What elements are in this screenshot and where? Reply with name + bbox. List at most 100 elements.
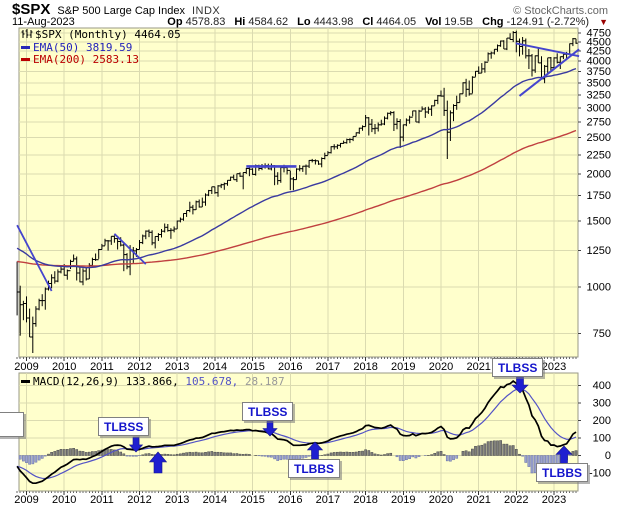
svg-text:750: 750	[593, 328, 611, 340]
price-panel: 7501000125015001750200022502500275030003…	[16, 27, 611, 358]
svg-text:0: 0	[605, 450, 611, 462]
price-x-axis: 2009 2010 2011 2012 2013 2014 2015 2016 2017 2018…	[14, 357, 577, 493]
svg-text:-100: -100	[589, 467, 611, 479]
svg-text:2013: 2013	[165, 361, 189, 373]
quote-volume: Vol 19.5B	[425, 16, 474, 28]
svg-text:2500: 2500	[587, 132, 611, 144]
svg-text:3750: 3750	[587, 66, 611, 78]
signal-label-tlbss: TLBSS	[492, 358, 544, 377]
svg-text:300: 300	[593, 398, 611, 410]
ema50-swatch	[21, 45, 30, 49]
signal-label-tlbss: TLBSS	[242, 402, 294, 421]
change-down-triangle-icon: ▼	[599, 17, 608, 27]
price-ohlc-bars	[16, 30, 578, 353]
chart-date: 11-Aug-2023	[12, 16, 75, 28]
price-y-axis: 7501000125015001750200022502500275030003…	[578, 28, 611, 340]
svg-text:4500: 4500	[587, 36, 611, 48]
svg-text:400: 400	[593, 380, 611, 392]
svg-text:2000: 2000	[587, 168, 611, 180]
svg-text:2019: 2019	[391, 494, 415, 506]
quote-close: Cl 4464.05	[362, 16, 417, 28]
signal-arrows	[128, 375, 573, 474]
macd-hist-value: 28.187	[244, 375, 285, 388]
quote-row: Op 4578.83 Hi 4584.62 Lo 4443.98 Cl 4464.05 …	[167, 16, 608, 28]
svg-text:2016: 2016	[278, 494, 302, 506]
svg-text:2023: 2023	[542, 361, 566, 373]
svg-text:2018: 2018	[353, 361, 377, 373]
svg-text:4000: 4000	[587, 56, 611, 68]
svg-text:2014: 2014	[203, 494, 227, 506]
svg-text:1250: 1250	[587, 245, 611, 257]
svg-text:2018: 2018	[353, 494, 377, 506]
ema200-legend: EMA(200) 2583.13	[21, 54, 139, 65]
macd-legend-name: MACD(12,26,9)	[33, 375, 120, 388]
svg-text:2009: 2009	[14, 361, 38, 373]
copyright: © StockCharts.com	[513, 5, 608, 17]
quote-high: Hi 4584.62	[234, 16, 289, 28]
quote-change: Chg -124.91 (-2.72%)	[482, 16, 590, 28]
svg-text:4750: 4750	[587, 28, 611, 40]
signal-label-tlbss: TLBSS	[98, 417, 150, 436]
macd-value: 133.866,	[125, 375, 179, 388]
macd-swatch	[21, 379, 30, 383]
signal-label-tlbbs: TLBBS	[288, 459, 340, 478]
svg-text:1500: 1500	[587, 215, 611, 227]
symbol: $SPX	[12, 1, 51, 18]
svg-text:2020: 2020	[429, 361, 453, 373]
svg-text:2012: 2012	[127, 361, 151, 373]
svg-text:2022: 2022	[504, 494, 528, 506]
svg-text:2020: 2020	[429, 494, 453, 506]
price-legend: $SPX (Monthly) 4464.05	[21, 29, 181, 40]
quote-open: Op 4578.83	[167, 16, 226, 28]
svg-text:4250: 4250	[587, 46, 611, 58]
svg-text:200: 200	[593, 415, 611, 427]
chart-header: $SPX S&P 500 Large Cap Index INDX © Stoc…	[12, 1, 608, 18]
macd-x-axis: 2009 2010 2011 2012 2013 2014 2015 2016 2017 2018…	[14, 491, 566, 506]
macd-y-axis: -100 0 100 200 300 400	[578, 380, 611, 479]
svg-text:2015: 2015	[240, 494, 264, 506]
signal-label-cutoff	[0, 412, 24, 437]
svg-text:2014: 2014	[203, 361, 227, 373]
svg-text:2015: 2015	[240, 361, 264, 373]
svg-text:1000: 1000	[587, 281, 611, 293]
svg-text:2016: 2016	[278, 361, 302, 373]
svg-text:2750: 2750	[587, 117, 611, 129]
exchange-label: INDX	[191, 5, 221, 17]
svg-text:2017: 2017	[316, 494, 340, 506]
macd-signal-line	[16, 388, 577, 480]
macd-legend: MACD(12,26,9) 133.866, 105.678, 28.187	[21, 376, 285, 387]
macd-line	[16, 380, 577, 485]
svg-text:100: 100	[593, 433, 611, 445]
svg-text:2017: 2017	[316, 361, 340, 373]
ema50-legend: EMA(50) 3819.59	[21, 42, 132, 53]
quote-low: Lo 4443.98	[297, 16, 354, 28]
svg-text:3000: 3000	[587, 102, 611, 114]
svg-text:3250: 3250	[587, 89, 611, 101]
svg-text:2250: 2250	[587, 149, 611, 161]
svg-text:1750: 1750	[587, 190, 611, 202]
svg-text:2010: 2010	[52, 494, 76, 506]
ema200-legend-text: EMA(200) 2583.13	[33, 53, 139, 66]
macd-signal-value: 105.678,	[185, 375, 239, 388]
trendlines	[16, 42, 580, 292]
ema200-swatch	[21, 57, 30, 61]
signal-label-tlbbs: TLBBS	[536, 463, 588, 482]
svg-text:2021: 2021	[466, 361, 490, 373]
signal-arrow-up	[148, 451, 168, 474]
svg-text:2013: 2013	[165, 494, 189, 506]
svg-text:2011: 2011	[90, 494, 114, 506]
quote-header-row: 11-Aug-2023 Op 4578.83 Hi 4584.62 Lo 4443.9…	[12, 16, 608, 28]
svg-text:2012: 2012	[127, 494, 151, 506]
svg-text:2023: 2023	[542, 494, 566, 506]
price-legend-text: $SPX (Monthly) 4464.05	[35, 28, 181, 41]
svg-text:3500: 3500	[587, 77, 611, 89]
chartstyle-icon	[21, 29, 33, 38]
svg-text:2019: 2019	[391, 361, 415, 373]
signal-arrow-down	[128, 436, 144, 453]
ema50-line	[16, 67, 577, 269]
ema200-line	[17, 129, 577, 267]
svg-text:2010: 2010	[52, 361, 76, 373]
svg-text:2011: 2011	[90, 361, 114, 373]
